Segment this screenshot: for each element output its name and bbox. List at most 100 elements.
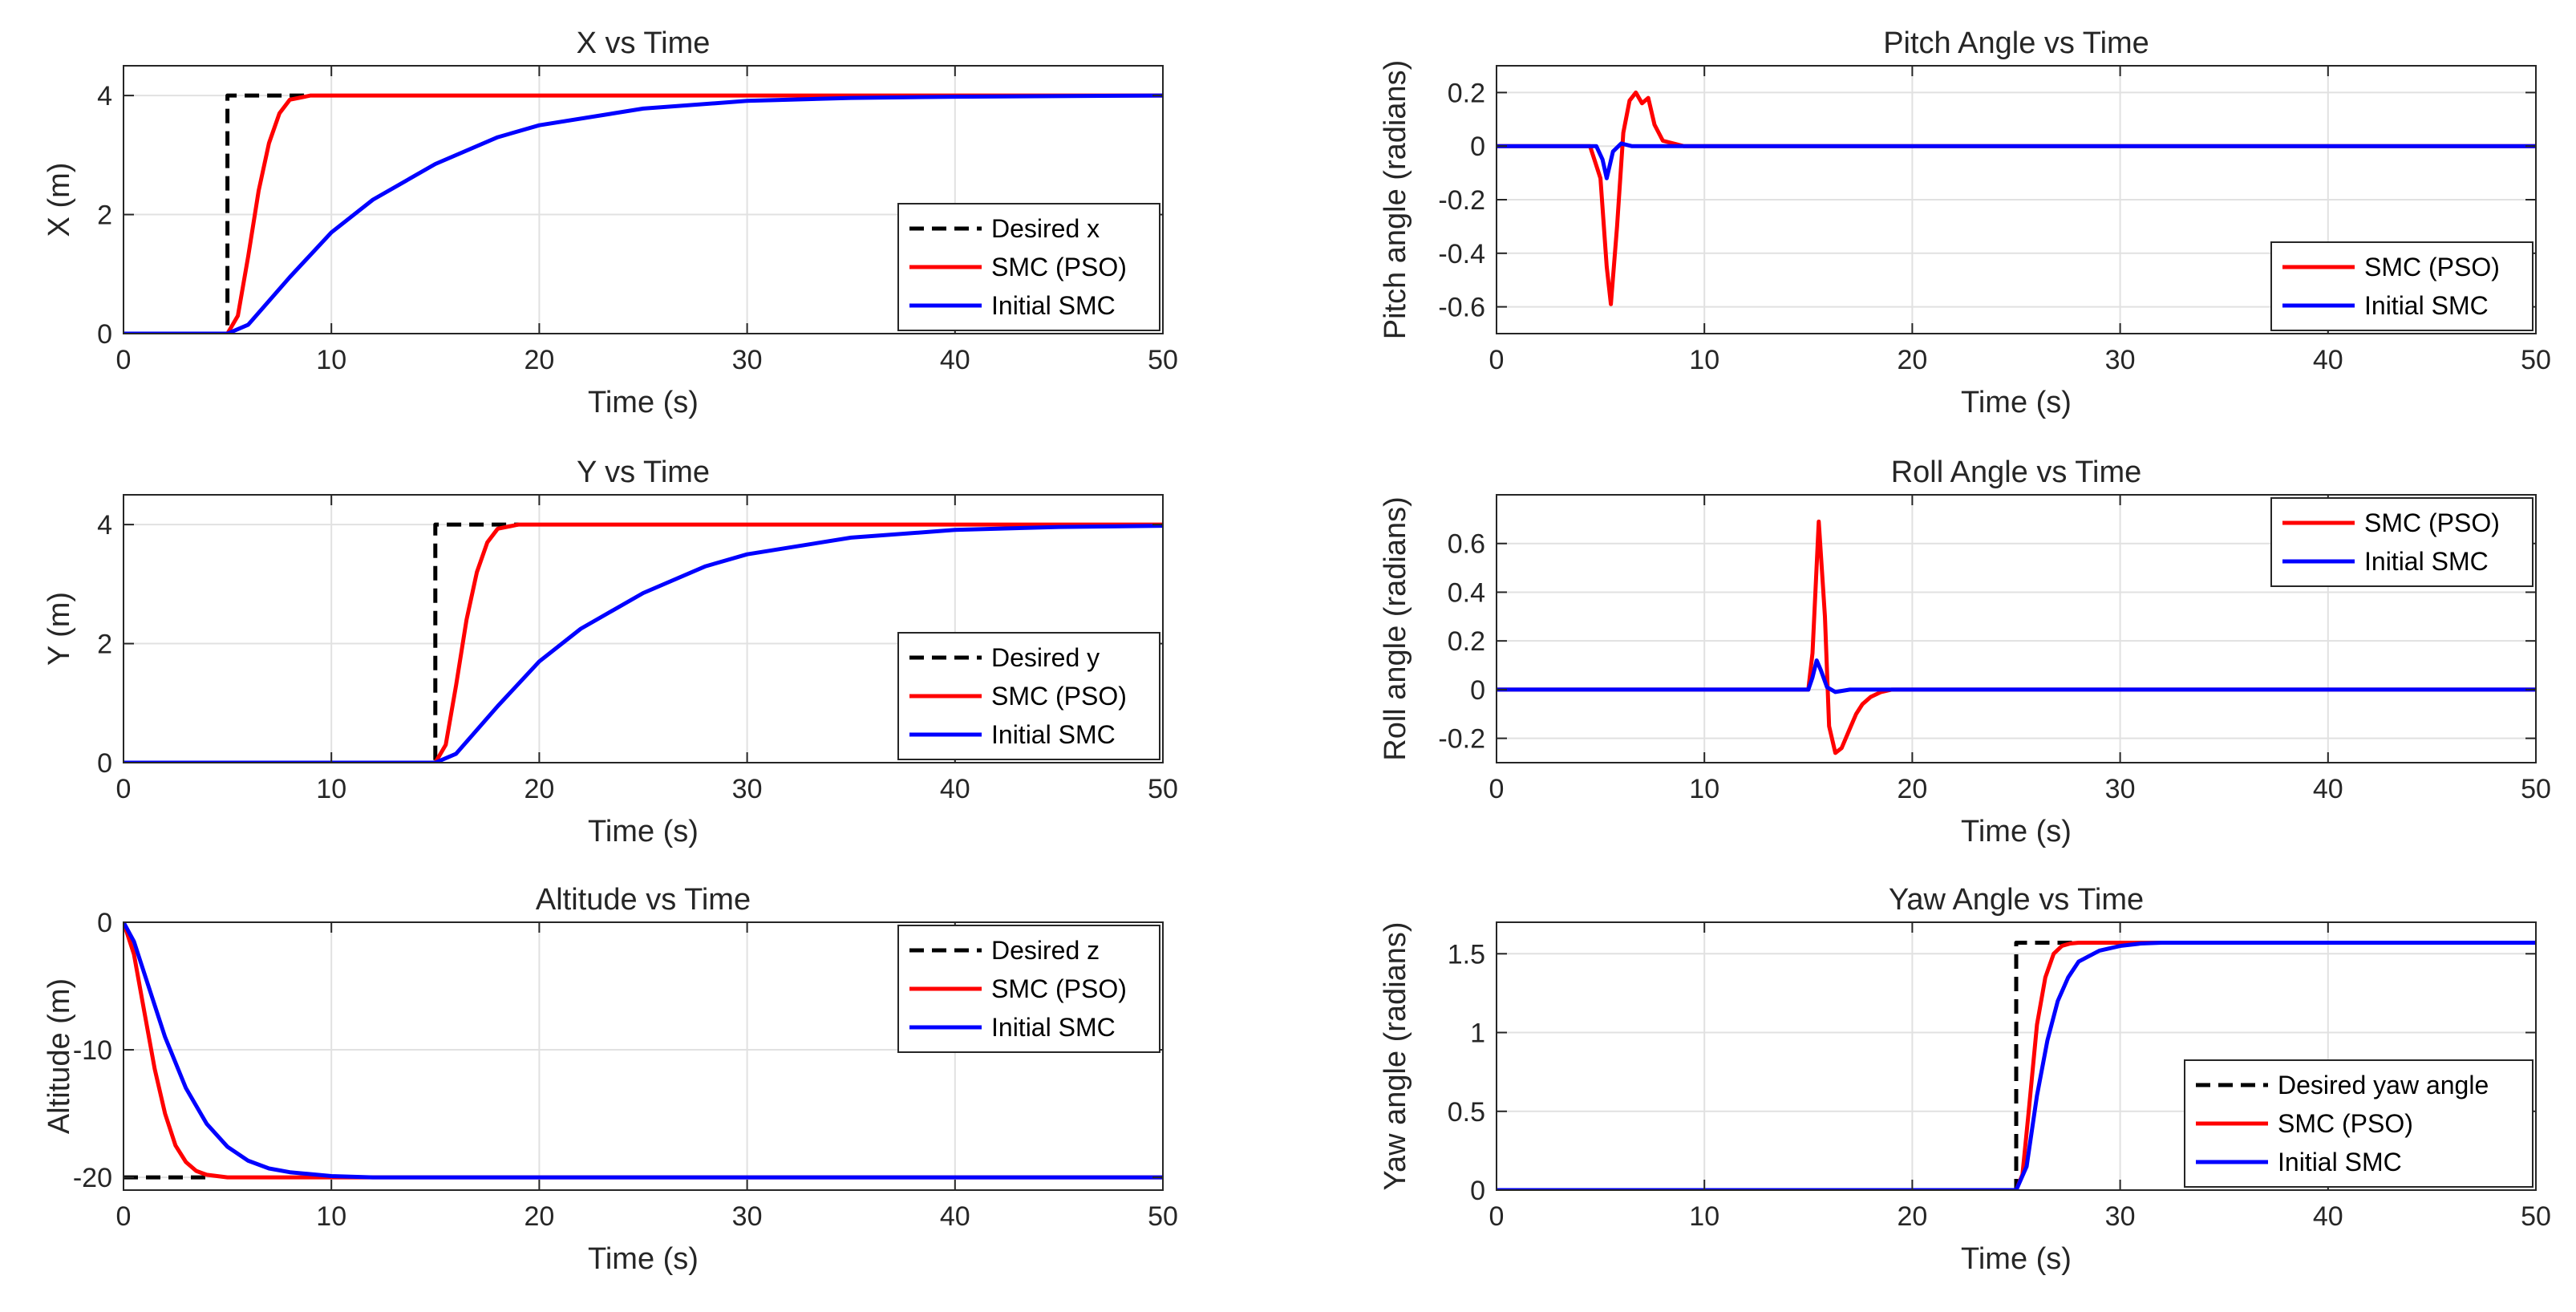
legend: SMC (PSO) Initial SMC [2270, 497, 2533, 587]
y-tick-label: 0.4 [1448, 577, 1485, 608]
axes-box [123, 921, 1164, 1191]
x-tick-label: 40 [940, 1201, 970, 1232]
legend-label: SMC (PSO) [2278, 1109, 2413, 1138]
series-group [124, 93, 1163, 334]
x-tick-label: 20 [524, 1201, 554, 1232]
x-tick-label: 30 [2105, 774, 2136, 804]
chart-title: Y vs Time [577, 456, 710, 489]
x-tick-label: 0 [116, 1201, 132, 1232]
legend-label: SMC (PSO) [2364, 253, 2500, 281]
x-axis-label: Time (s) [1961, 815, 2072, 848]
series-line [1497, 941, 2100, 1190]
legend-label: Initial SMC [2278, 1148, 2402, 1176]
y-axis-label: X (m) [43, 163, 76, 237]
x-tick-label: 40 [2313, 345, 2343, 375]
y-axis-label: Y (m) [43, 592, 76, 666]
x-tick-label: 10 [316, 774, 346, 804]
x-tick-label: 30 [2105, 1201, 2136, 1232]
x-tick-label: 40 [2313, 1201, 2343, 1232]
x-tick-label: 10 [1689, 345, 1719, 375]
axes-box [123, 65, 1164, 334]
series-group [1497, 90, 2536, 306]
legend: Desired x SMC (PSO) Initial SMC [897, 203, 1160, 331]
legend-box [2270, 241, 2533, 331]
chart-title: Altitude vs Time [536, 883, 751, 917]
chart-title: Yaw Angle vs Time [1889, 883, 2144, 917]
series-line [1497, 658, 2536, 694]
x-tick-label: 10 [316, 1201, 346, 1232]
y-tick-label: 0.5 [1448, 1097, 1485, 1128]
legend-label: SMC (PSO) [991, 974, 1127, 1003]
x-tick-label: 40 [940, 345, 970, 375]
x-tick-label: 0 [1489, 774, 1505, 804]
legend-label: SMC (PSO) [991, 682, 1127, 711]
y-tick-label: 0 [1470, 675, 1485, 706]
series-line [124, 93, 311, 334]
x-axis-label: Time (s) [588, 386, 699, 419]
x-tick-label: 50 [2521, 1201, 2551, 1232]
legend-label: Desired z [991, 936, 1100, 965]
y-tick-label: -0.4 [1438, 239, 1485, 269]
y-tick-label: -10 [73, 1035, 112, 1066]
legend-label: Initial SMC [991, 291, 1116, 320]
legend: SMC (PSO) Initial SMC [2270, 241, 2533, 331]
chart-2: 0 10 20 30 40 50 0 2 4 Y vs Time Time (s) Y (m) Desi… [43, 456, 1178, 848]
legend-label: Desired yaw angle [2278, 1071, 2489, 1099]
x-tick-label: 10 [1689, 774, 1719, 804]
x-tick-label: 30 [732, 774, 763, 804]
y-tick-label: -0.6 [1438, 293, 1485, 323]
y-tick-label: -20 [73, 1163, 112, 1193]
series-line [1497, 941, 2536, 1190]
series-line [124, 522, 1163, 763]
series-line [124, 524, 1163, 763]
legend: Desired yaw angle SMC (PSO) Initial SMC [2184, 1059, 2533, 1188]
y-tick-label: 0 [1470, 132, 1485, 162]
x-tick-label: 40 [940, 774, 970, 804]
x-tick-label: 20 [524, 774, 554, 804]
x-tick-label: 20 [524, 345, 554, 375]
series-group [124, 522, 1163, 763]
legend-label: SMC (PSO) [991, 253, 1127, 281]
series-group [1497, 519, 2536, 755]
x-tick-label: 20 [1897, 1201, 1927, 1232]
y-axis-label: Pitch angle (radians) [1379, 60, 1412, 340]
x-tick-label: 50 [2521, 345, 2551, 375]
legend: Desired z SMC (PSO) Initial SMC [897, 925, 1160, 1053]
y-tick-label: 0 [1470, 1176, 1485, 1206]
y-tick-label: 0 [97, 908, 112, 938]
series-line [124, 922, 1163, 1180]
y-tick-label: 0.2 [1448, 626, 1485, 657]
y-tick-label: -0.2 [1438, 724, 1485, 755]
y-tick-label: 0 [97, 748, 112, 779]
chart-title: Roll Angle vs Time [1891, 456, 2142, 489]
legend: Desired y SMC (PSO) Initial SMC [897, 632, 1160, 760]
y-axis-label: Altitude (m) [43, 978, 76, 1134]
axes-box [1496, 494, 2537, 763]
x-tick-label: 30 [732, 1201, 763, 1232]
x-tick-label: 40 [2313, 774, 2343, 804]
y-axis-label: Roll angle (radians) [1379, 496, 1412, 761]
y-tick-label: 2 [97, 630, 112, 660]
chart-3: 0 10 20 30 40 50 -20 -10 0 Altitude vs Time Time (… [43, 883, 1178, 1276]
x-tick-label: 50 [1148, 1201, 1178, 1232]
x-tick-label: 30 [732, 345, 763, 375]
series-line [124, 522, 519, 763]
axes-box [123, 494, 1164, 763]
series-line [124, 922, 1163, 1180]
series-group [1497, 941, 2536, 1190]
y-tick-label: 4 [97, 81, 112, 111]
legend-label: Desired x [991, 214, 1100, 243]
y-tick-label: 1 [1470, 1018, 1485, 1049]
series-line [1497, 90, 2536, 306]
y-tick-label: -0.2 [1438, 185, 1485, 216]
series-line [1497, 519, 2536, 755]
series-line [124, 93, 1163, 334]
chart-title: Pitch Angle vs Time [1883, 26, 2149, 60]
x-tick-label: 10 [1689, 1201, 1719, 1232]
series-line [124, 93, 1163, 334]
x-tick-label: 10 [316, 345, 346, 375]
x-tick-label: 0 [1489, 345, 1505, 375]
y-tick-label: 2 [97, 200, 112, 231]
x-tick-label: 20 [1897, 345, 1927, 375]
